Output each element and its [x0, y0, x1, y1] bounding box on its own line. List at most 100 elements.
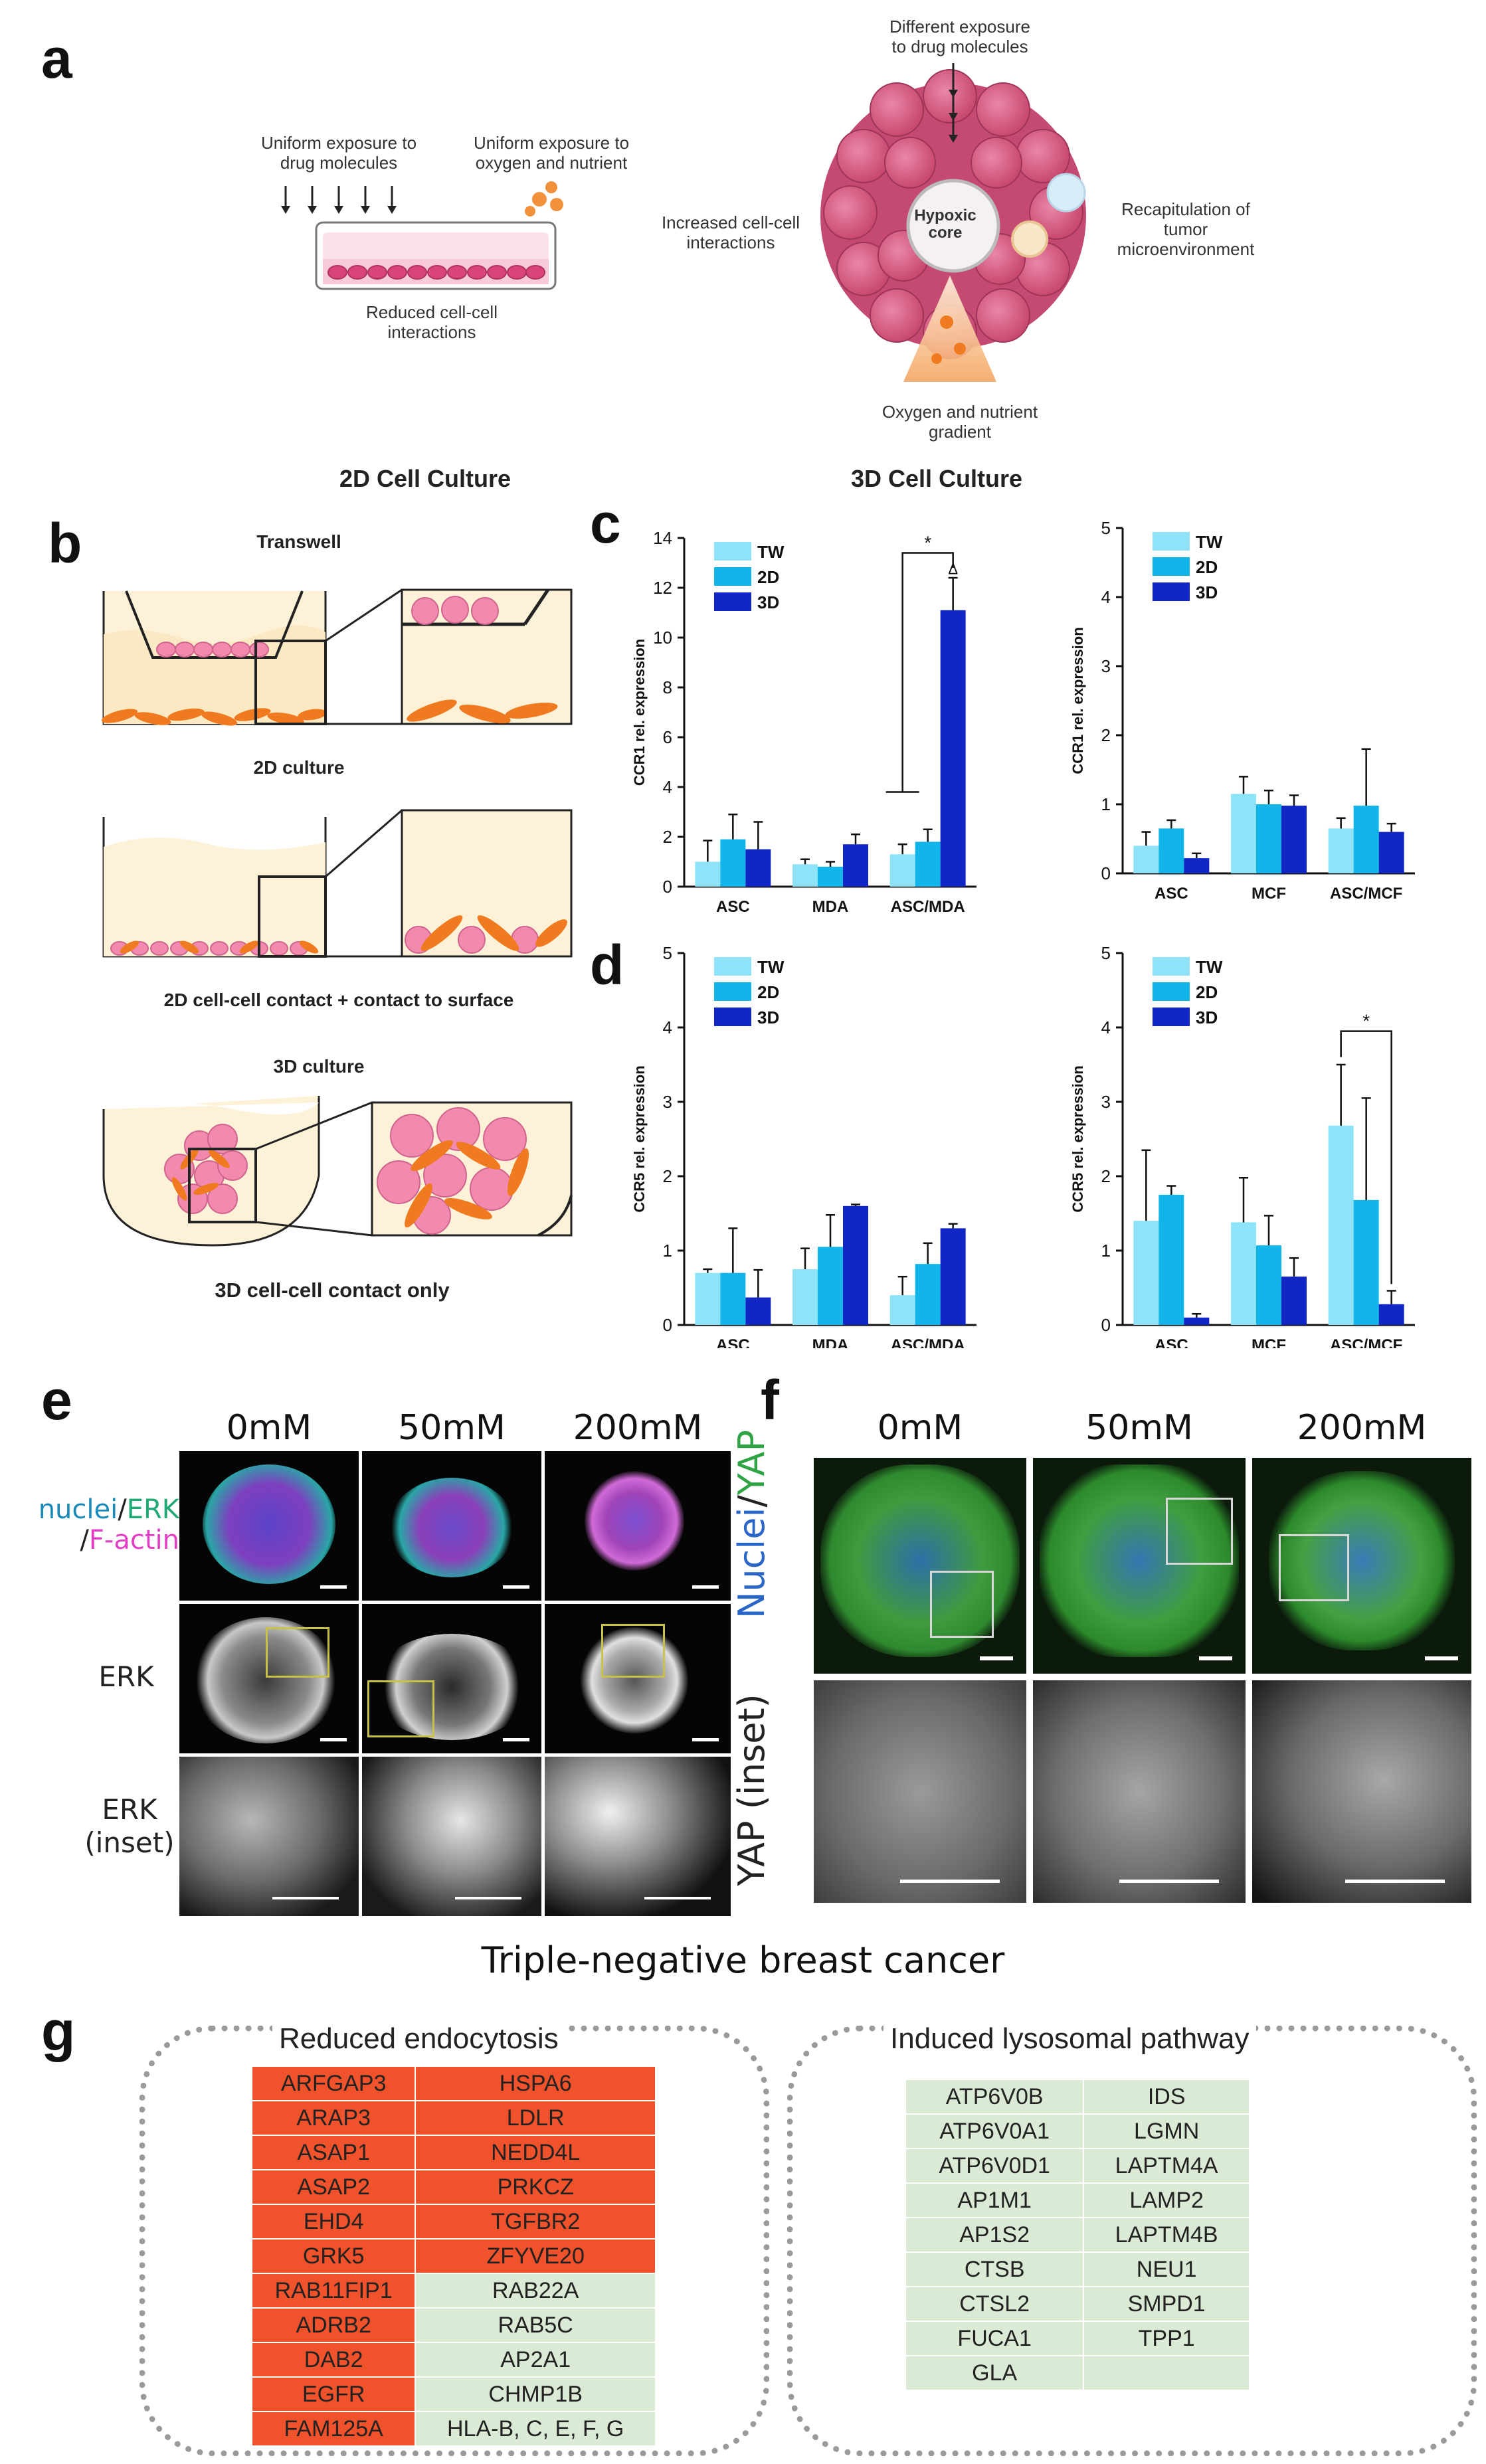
panel-label-a: a [41, 27, 72, 90]
culture-3d-illustration [102, 1096, 573, 1247]
bar-3D-ASC [1184, 858, 1210, 873]
gene-row: EGFR CHMP1B [250, 2376, 656, 2412]
induced-lysosomal-title: Induced lysosomal pathway [883, 2022, 1256, 2056]
gene-cell: RAB5C [415, 2307, 656, 2343]
chart-ccr5-mda: 0 1 2 3 4 5 CCR5 rel. expression ASC MDA ASC/MDA T… [631, 943, 976, 1348]
title-2d: 2D Cell Culture [339, 465, 511, 492]
e-inset-box [601, 1624, 665, 1678]
bar-2D-ASC [720, 1273, 746, 1325]
bar-TW-ASC [695, 861, 721, 887]
panel-label-g: g [41, 2000, 76, 2062]
gene-cell: SMPD1 [1083, 2286, 1250, 2322]
bar-3D-ASC [745, 1297, 771, 1325]
gene-cell: LAPTM4B [1083, 2217, 1250, 2253]
bar-3D-ASC/MDA [940, 1228, 966, 1325]
legend-swatch [714, 982, 751, 1001]
x-tick-label: ASC/MCF [1330, 885, 1402, 903]
significance-delta: Δ [948, 561, 958, 577]
f-micro-inset-200mM [1252, 1680, 1471, 1903]
y-tick-label: 6 [663, 727, 672, 747]
gene-row: ARAP3 LDLR [250, 2100, 656, 2136]
y-tick-label: 3 [663, 1092, 672, 1112]
e-micro-stain-50mM [362, 1451, 541, 1601]
legend-swatch [714, 567, 751, 586]
e-micro-erk-50mM [362, 1604, 541, 1753]
bar-2D-MDA [818, 1247, 843, 1325]
bar-2D-ASC [720, 839, 746, 887]
bar-3D-ASC/MDA [940, 610, 966, 887]
significance-star: * [1362, 1011, 1370, 1031]
e-nuclei-text: nuclei [38, 1494, 118, 1525]
f-inset-box [1279, 1534, 1349, 1601]
increased-interactions-text: Increased cell-cell interactions [661, 213, 800, 252]
gene-cell: EHD4 [250, 2204, 417, 2240]
gene-row: ASAP2 PRKCZ [250, 2169, 656, 2205]
uniform-drug-text: Uniform exposure to drug molecules [260, 133, 417, 173]
gene-cell: FUCA1 [904, 2321, 1085, 2356]
e-inset-box [367, 1680, 434, 1737]
gene-cell: RAB11FIP1 [250, 2273, 417, 2309]
y-axis-label: CCR1 rel. expression [631, 639, 648, 786]
bar-TW-MDA [792, 864, 818, 887]
f-micro-yap-0mM [814, 1458, 1026, 1674]
gene-cell: PRKCZ [415, 2169, 656, 2205]
panel-label-b: b [48, 512, 82, 574]
legend-swatch [1153, 957, 1190, 976]
recapitulation-text: Recapitulation of tumor microenvironment [1117, 199, 1255, 259]
gene-row: GLA [904, 2355, 1250, 2391]
contact-2d-label: 2D cell-cell contact + contact to surfac… [163, 990, 514, 1010]
x-tick-label: ASC [1155, 885, 1188, 903]
y-tick-label: 12 [653, 578, 672, 598]
tnbc-caption: Triple-negative breast cancer [481, 1939, 1005, 1981]
bar-2D-ASC/MCF [1353, 1199, 1379, 1325]
gene-cell: NEDD4L [415, 2135, 656, 2170]
gene-cell: NEU1 [1083, 2251, 1250, 2287]
x-tick-label: ASC/MDA [891, 898, 965, 916]
bar-2D-ASC [1159, 1195, 1184, 1325]
gene-cell: ATP6V0A1 [904, 2113, 1085, 2149]
gene-cell: HSPA6 [415, 2066, 656, 2101]
bar-2D-ASC [1159, 828, 1184, 873]
f-col-50mM: 50mM [1085, 1408, 1193, 1448]
gene-cell: ARFGAP3 [250, 2066, 417, 2101]
bar-TW-MCF [1231, 794, 1256, 873]
legend-swatch [1153, 582, 1190, 601]
bar-2D-MCF [1256, 804, 1281, 873]
gene-row: ATP6V0D1 LAPTM4A [904, 2148, 1250, 2184]
e-slash-2: / [80, 1525, 89, 1555]
y-tick-label: 2 [1101, 725, 1111, 745]
y-tick-label: 14 [653, 531, 672, 548]
legend-swatch [1153, 532, 1190, 551]
reduced-endocytosis-table: ARFGAP3 HSPA6 ARAP3 LDLR ASAP1 NEDD4L ASAP2 PRK… [250, 2066, 656, 2447]
uniform-oxygen-text: Uniform exposure to oxygen and nutrient [473, 133, 630, 173]
y-tick-label: 4 [1101, 587, 1111, 607]
e-col-50mM: 50mM [398, 1408, 506, 1448]
gene-row: ADRB2 RAB5C [250, 2307, 656, 2343]
gene-row: ASAP1 NEDD4L [250, 2135, 656, 2170]
legend-label: 3D [1196, 1008, 1218, 1027]
y-tick-label: 1 [1101, 794, 1111, 814]
legend-swatch [1153, 1008, 1190, 1026]
title-3d: 3D Cell Culture [850, 465, 1023, 492]
legend-label: TW [1196, 532, 1223, 552]
chart-ccr5-mcf: 0 1 2 3 4 5 CCR5 rel. expression ASC MCF ASC/MCF T… [1069, 943, 1415, 1348]
y-tick-label: 4 [1101, 1017, 1111, 1037]
gene-row: ATP6V0A1 LGMN [904, 2113, 1250, 2149]
f-col-200mM: 200mM [1297, 1408, 1427, 1448]
bar-3D-MCF [1281, 1276, 1307, 1325]
gene-cell: ATP6V0D1 [904, 2148, 1085, 2184]
y-tick-label: 5 [663, 943, 672, 963]
bar-3D-ASC/MCF [1378, 832, 1404, 873]
x-tick-label: MDA [812, 1336, 849, 1348]
gene-cell: RAB22A [415, 2273, 656, 2309]
legend-label: TW [757, 542, 785, 562]
bar-3D-ASC [745, 849, 771, 887]
y-tick-label: 0 [1101, 1315, 1111, 1335]
y-tick-label: 1 [663, 1241, 672, 1261]
gene-cell: ADRB2 [250, 2307, 417, 2343]
gene-row: CTSL2 SMPD1 [904, 2286, 1250, 2322]
gene-cell: CTSB [904, 2251, 1085, 2287]
gene-cell: FAM125A [250, 2411, 417, 2447]
legend-label: TW [1196, 957, 1223, 977]
e-micro-inset-50mM [362, 1757, 541, 1916]
